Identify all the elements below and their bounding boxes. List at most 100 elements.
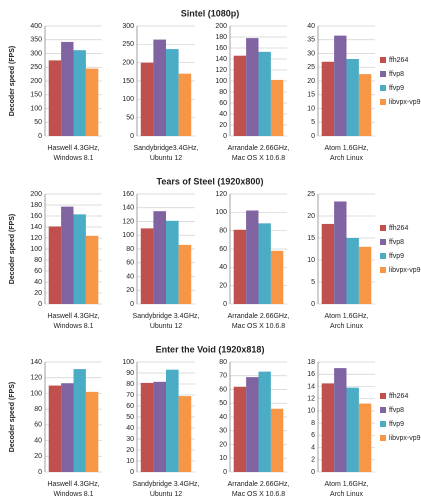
y-tick-label: 100 — [122, 359, 134, 366]
y-tick-label: 40 — [219, 414, 227, 421]
bar — [334, 201, 347, 304]
y-tick-label: 140 — [122, 205, 134, 212]
x-label: Arch Linux — [330, 491, 364, 498]
legend-label: ffvp9 — [389, 85, 404, 92]
y-tick-label: 20 — [307, 78, 315, 85]
y-tick-label: 120 — [215, 67, 227, 74]
bar — [233, 229, 247, 304]
legend-swatch — [380, 225, 386, 231]
x-label: Windows 8.1 — [53, 323, 93, 330]
y-tick-label: 40 — [219, 264, 227, 271]
y-tick-label: 20 — [219, 122, 227, 129]
y-tick-label: 10 — [307, 105, 315, 112]
chart-title: Enter the Void (1920x818) — [156, 344, 265, 354]
y-tick-label: 50 — [219, 400, 227, 407]
y-tick-label: 60 — [126, 403, 134, 410]
bar — [73, 50, 86, 137]
y-tick-label: 30 — [219, 428, 227, 435]
y-tick-label: 8 — [311, 420, 315, 427]
x-label: Mac OS X 10.6.8 — [232, 491, 285, 498]
legend-swatch — [380, 85, 386, 91]
y-tick-label: 100 — [30, 390, 42, 397]
y-tick-label: 40 — [307, 23, 315, 30]
x-label: Atom 1.6GHz, — [325, 481, 369, 488]
y-tick-label: 250 — [122, 41, 134, 48]
y-tick-label: 0 — [130, 469, 134, 476]
y-tick-label: 0 — [311, 301, 315, 308]
bar — [140, 62, 154, 136]
y-tick-label: 30 — [126, 436, 134, 443]
legend-swatch — [380, 99, 386, 105]
y-tick-label: 0 — [311, 133, 315, 140]
x-label: Arrandale 2.66GHz, — [228, 145, 290, 152]
bar — [48, 385, 62, 472]
y-tick-label: 25 — [307, 64, 315, 71]
x-label: Haswell 4.3GHz, — [47, 145, 99, 152]
y-tick-label: 80 — [219, 228, 227, 235]
y-tick-label: 180 — [215, 34, 227, 41]
legend-swatch — [380, 71, 386, 77]
y-tick-label: 180 — [30, 202, 42, 209]
x-label: Windows 8.1 — [53, 491, 93, 498]
y-axis-label: Decoder speed (FPS) — [9, 382, 16, 452]
y-tick-label: 200 — [30, 78, 42, 85]
bar — [270, 250, 284, 304]
x-label: Sandybridge 3.4GHz, — [133, 481, 200, 488]
bar — [258, 371, 271, 472]
y-tick-label: 150 — [30, 92, 42, 99]
x-label: Sandybridge 3.4GHz, — [133, 313, 200, 320]
y-tick-label: 50 — [126, 115, 134, 122]
x-label: Atom 1.6GHz, — [325, 145, 369, 152]
bar — [153, 39, 166, 136]
y-tick-label: 0 — [311, 469, 315, 476]
y-tick-label: 160 — [215, 45, 227, 52]
y-tick-label: 20 — [219, 283, 227, 290]
bar — [178, 396, 192, 472]
y-tick-label: 160 — [30, 213, 42, 220]
legend-swatch — [380, 267, 386, 273]
y-tick-label: 0 — [223, 133, 227, 140]
legend-swatch — [380, 435, 386, 441]
x-label: Ubuntu 12 — [150, 491, 182, 498]
y-tick-label: 16 — [307, 371, 315, 378]
bar — [321, 223, 335, 304]
bar — [48, 60, 62, 136]
bar — [85, 391, 99, 472]
y-tick-label: 20 — [34, 453, 42, 460]
y-tick-label: 0 — [223, 469, 227, 476]
y-tick-label: 15 — [307, 235, 315, 242]
x-label: Arch Linux — [330, 155, 364, 162]
bar — [73, 369, 86, 472]
y-tick-label: 30 — [307, 50, 315, 57]
legend-label: libvpx-vp9 — [389, 99, 421, 106]
y-tick-label: 100 — [122, 96, 134, 103]
y-tick-label: 140 — [215, 56, 227, 63]
x-label: Ubuntu 12 — [150, 155, 182, 162]
legend-label: ffh264 — [389, 393, 408, 400]
y-tick-label: 40 — [219, 111, 227, 118]
bar — [270, 408, 284, 472]
x-label: Arch Linux — [330, 323, 364, 330]
bar — [258, 223, 271, 304]
bar — [246, 210, 259, 304]
y-tick-label: 300 — [30, 50, 42, 57]
y-tick-label: 20 — [219, 441, 227, 448]
y-tick-label: 80 — [126, 246, 134, 253]
y-tick-label: 250 — [30, 64, 42, 71]
bar — [246, 38, 259, 136]
y-tick-label: 60 — [219, 246, 227, 253]
y-tick-label: 150 — [122, 78, 134, 85]
y-tick-label: 20 — [126, 447, 134, 454]
y-tick-label: 200 — [122, 60, 134, 67]
y-tick-label: 0 — [38, 301, 42, 308]
y-tick-label: 5 — [311, 119, 315, 126]
bar — [233, 386, 247, 472]
y-tick-label: 100 — [30, 105, 42, 112]
bar — [358, 74, 372, 136]
bar — [153, 211, 166, 304]
y-tick-label: 120 — [30, 235, 42, 242]
y-tick-label: 25 — [307, 191, 315, 198]
legend-swatch — [380, 393, 386, 399]
chart-title: Sintel (1080p) — [181, 8, 240, 18]
y-tick-label: 0 — [38, 469, 42, 476]
